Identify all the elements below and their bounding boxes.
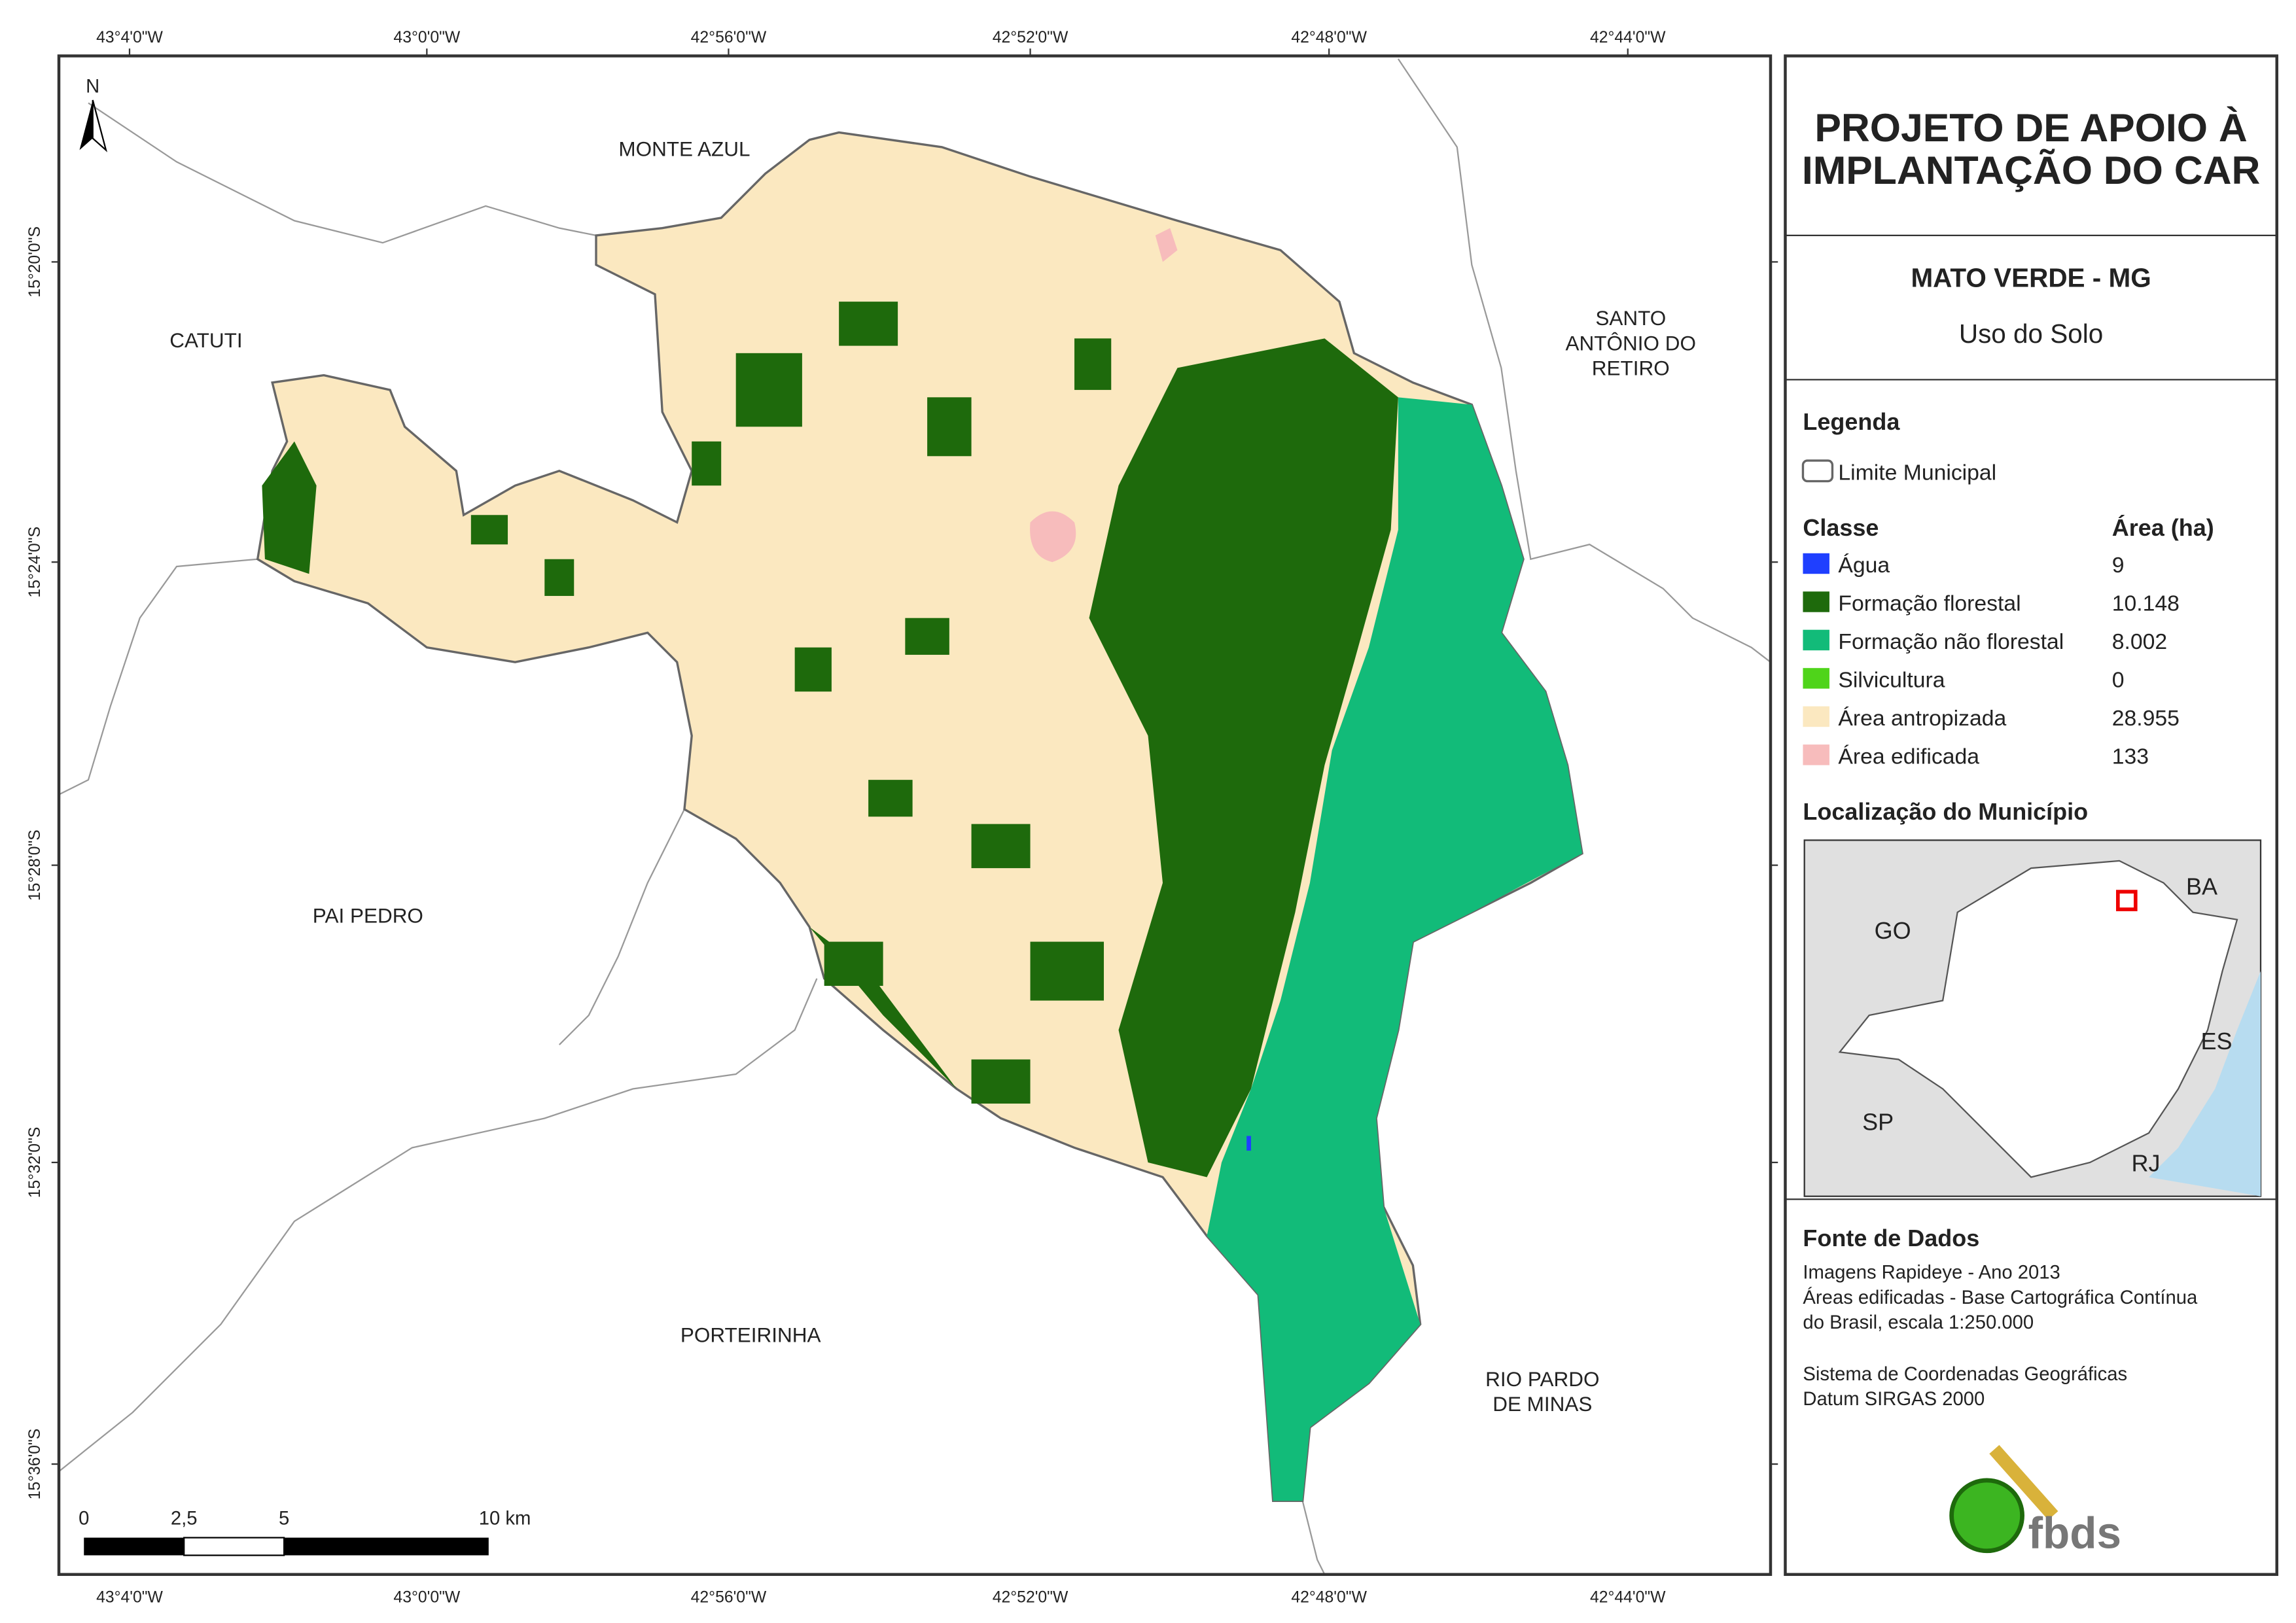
class-heading: Classe <box>1803 514 1879 541</box>
urban-area <box>1030 511 1076 563</box>
scale-label: 0 <box>79 1508 89 1529</box>
class-swatch <box>1803 706 1829 727</box>
place-label: MONTE AZUL <box>618 137 750 160</box>
class-area: 0 <box>2112 667 2125 692</box>
y-coord-label: 15°20'0"S <box>26 226 44 298</box>
x-coord-label: 43°4'0"W <box>96 1589 163 1607</box>
water <box>1246 1136 1251 1151</box>
place-label: RIO PARDO <box>1485 1367 1599 1391</box>
class-area: 133 <box>2112 744 2149 769</box>
class-area: 9 <box>2112 553 2125 578</box>
x-coord-label: 42°48'0"W <box>1291 1589 1367 1607</box>
sources: Imagens Rapideye - Ano 2013 Áreas edifica… <box>1803 1263 2198 1410</box>
north-label: N <box>86 77 99 97</box>
title: IMPLANTAÇÃO DO CAR <box>1802 148 2260 192</box>
x-coord-label: 42°52'0"W <box>993 1589 1069 1607</box>
place-label: ANTÔNIO DO <box>1566 331 1696 355</box>
place-label: SANTO <box>1595 306 1666 330</box>
x-coord-label: 43°0'0"W <box>393 29 460 46</box>
class-swatch <box>1803 591 1829 612</box>
x-coord-label: 43°4'0"W <box>96 29 163 46</box>
location-inset <box>1803 839 2262 1197</box>
x-coord-label: 42°44'0"W <box>1590 1589 1666 1607</box>
place-label: PORTEIRINHA <box>680 1323 821 1346</box>
class-area: 10.148 <box>2112 591 2180 616</box>
forest-patches <box>262 302 1398 1178</box>
x-coord-label: 42°48'0"W <box>1291 29 1367 46</box>
y-coord-label: 15°32'0"S <box>26 1127 44 1198</box>
source-line: do Brasil, escala 1:250.000 <box>1803 1312 2034 1333</box>
place-label: PAI PEDRO <box>313 903 423 927</box>
place-label: RETIRO <box>1592 357 1670 380</box>
title: PROJETO DE APOIO À <box>1814 105 2247 150</box>
state-label: ES <box>2201 1028 2233 1055</box>
scale-bar <box>84 1537 185 1556</box>
sources-heading: Fonte de Dados <box>1803 1225 1979 1251</box>
class-area: 28.955 <box>2112 706 2180 731</box>
source-line: Áreas edificadas - Base Cartográfica Con… <box>1803 1287 2198 1308</box>
municipal-boundaries <box>58 58 1771 1575</box>
logo-bar <box>1989 1444 2058 1520</box>
class-name: Formação florestal <box>1838 591 2021 616</box>
scale-label: 10 km <box>479 1508 531 1529</box>
class-name: Área edificada <box>1838 744 1979 769</box>
state-label: BA <box>2186 873 2217 900</box>
logo-circle <box>1949 1478 2024 1554</box>
theme: Uso do Solo <box>1959 319 2103 349</box>
class-name: Silvicultura <box>1838 667 1945 692</box>
ocean <box>2149 971 2261 1196</box>
class-swatch <box>1803 668 1829 689</box>
scale-bar <box>183 1537 285 1556</box>
x-coord-label: 43°0'0"W <box>393 1589 460 1607</box>
source-line: Sistema de Coordenadas Geográficas <box>1803 1364 2127 1385</box>
location-heading: Localização do Município <box>1803 798 2088 825</box>
class-name: Água <box>1838 553 1890 578</box>
state-label: RJ <box>2132 1149 2161 1176</box>
y-coord-label: 15°28'0"S <box>26 829 44 901</box>
class-area: 8.002 <box>2112 629 2167 654</box>
x-coord-label: 42°56'0"W <box>691 29 767 46</box>
state-mg <box>1838 860 2238 1178</box>
map-area: N <box>58 58 1771 1575</box>
source-line: Datum SIRGAS 2000 <box>1803 1389 1985 1410</box>
legend-rows: Água 9 Formação florestal 10.148 Formação nã… <box>1803 553 2180 769</box>
y-coord-label: 15°36'0"S <box>26 1429 44 1500</box>
legend-heading: Legenda <box>1803 408 1900 435</box>
scale-label: 2,5 <box>171 1508 198 1529</box>
x-coord-label: 42°44'0"W <box>1590 29 1666 46</box>
class-swatch <box>1803 553 1829 574</box>
non-forest-patch <box>1207 397 1583 1501</box>
location-marker <box>2115 890 2138 911</box>
x-coord-label: 42°56'0"W <box>691 1589 767 1607</box>
panel-frame <box>1784 54 2278 1577</box>
scale-bar <box>284 1537 489 1556</box>
place-label: CATUTI <box>169 328 242 352</box>
class-name: Área antropizada <box>1838 706 2006 731</box>
map-frame <box>57 54 1773 1577</box>
y-coord-label: 15°24'0"S <box>26 527 44 598</box>
place-label: DE MINAS <box>1492 1392 1592 1416</box>
class-swatch <box>1803 744 1829 765</box>
logo-text: fbds <box>2028 1509 2121 1558</box>
urban-area <box>1155 228 1178 262</box>
state-label: SP <box>1862 1108 1894 1135</box>
boundary-swatch <box>1801 459 1834 483</box>
boundary-label: Limite Municipal <box>1838 460 1996 485</box>
class-name: Formação não florestal <box>1838 629 2064 654</box>
x-coord-label: 42°52'0"W <box>993 29 1069 46</box>
municipality: MATO VERDE - MG <box>1911 263 2151 293</box>
state-label: GO <box>1875 917 1911 944</box>
class-swatch <box>1803 629 1829 651</box>
state-labels: BA GO ES SP RJ <box>1862 873 2232 1177</box>
area-heading: Área (ha) <box>2112 514 2214 541</box>
source-line: Imagens Rapideye - Ano 2013 <box>1803 1263 2060 1283</box>
scale-label: 5 <box>279 1508 289 1529</box>
north-arrow <box>92 99 108 152</box>
